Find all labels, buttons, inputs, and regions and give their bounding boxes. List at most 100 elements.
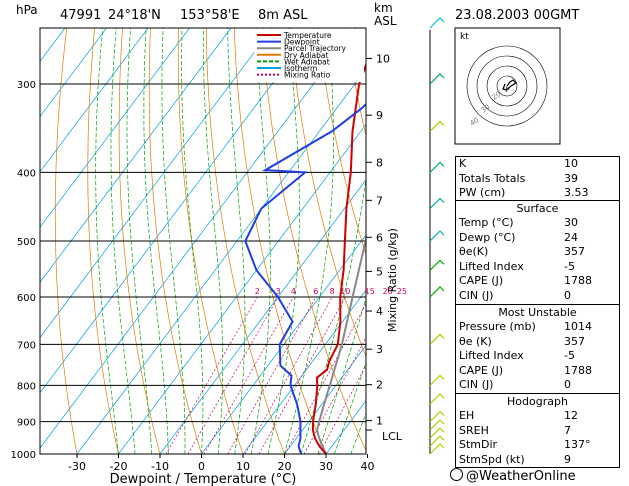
row-value: 1014 (564, 320, 592, 333)
row-value: 24 (564, 230, 578, 244)
dewpoint-line (244, 102, 366, 454)
datetime: 23.08.2003 00GMT (455, 8, 579, 23)
row-value: 0 (564, 288, 571, 302)
table-row: θe(K) 357 (456, 245, 619, 260)
station-lat: 24°18'N (108, 8, 161, 23)
brand-name: @WeatherOnline (466, 469, 576, 484)
row-value: 39 (564, 171, 578, 185)
row-value: 1788 (564, 363, 592, 377)
wind-barb (429, 419, 445, 431)
mixing-ratio-label: 20 (383, 287, 393, 296)
wet-adiabat-line (143, 28, 169, 454)
km-tick-label: 3 (376, 343, 383, 356)
x-tick-label: -30 (68, 460, 86, 473)
table-row: Pressure (mb) 1014 (456, 320, 619, 335)
row-value: 9 (564, 452, 571, 466)
legend-label: Isotherm (284, 64, 317, 73)
mixing-ratio-line (258, 296, 346, 454)
row-value: 3.53 (564, 186, 589, 200)
wind-barb (429, 259, 445, 271)
dry-adiabat-line (317, 28, 366, 256)
parcel-trajectory-line (315, 234, 366, 454)
wet-adiabat-line (181, 28, 204, 454)
table-row: StmDir 137° (456, 438, 619, 453)
row-label: StmSpd (kt) (459, 452, 525, 466)
wind-barb (429, 230, 445, 242)
x-tick-label: 40 (361, 460, 375, 473)
table-row: Lifted Index -5 (456, 349, 619, 364)
mixing-ratio-line (187, 296, 279, 454)
mixing-ratio-label: 3 (276, 287, 281, 296)
row-label: CAPE (J) (459, 274, 504, 288)
legend-label: Parcel Trajectory (284, 44, 346, 53)
row-value: 1788 (564, 274, 592, 288)
mixing-ratio-axis-label: Mixing Ratio (g/kg) (386, 228, 399, 332)
pressure-tick-label: 400 (17, 168, 36, 179)
wet-adiabat-line (333, 361, 366, 454)
x-tick-label: 0 (198, 460, 205, 473)
dry-adiabat-line (205, 28, 285, 454)
km-tick-label: 6 (376, 231, 383, 244)
x-tick-label: 20 (278, 460, 292, 473)
surface-table: Surface Temp (°C) 30 Dewp (°C) 24 θe(K) 357 Lif… (455, 200, 620, 305)
table-row: CIN (J) 0 (456, 289, 619, 304)
row-value: -5 (564, 259, 575, 273)
wind-barb (429, 73, 445, 85)
mixing-ratio-label: 4 (291, 287, 296, 296)
hodograph-ring (466, 45, 548, 127)
km-tick-label: 5 (376, 265, 383, 278)
wind-barb (429, 286, 445, 298)
plot-frame (39, 27, 367, 455)
row-value: 0 (564, 378, 571, 392)
wet-adiabat-line (95, 28, 119, 454)
isotherm-line (242, 289, 366, 454)
wind-barb (429, 443, 445, 455)
dry-adiabat-line (177, 28, 244, 454)
dry-adiabat-line (54, 28, 78, 454)
wind-barb (429, 427, 445, 439)
isotherm-line (40, 28, 190, 228)
km-tick-label: 7 (376, 194, 383, 207)
mixing-ratio-line (318, 364, 366, 454)
pressure-tick-label: 800 (17, 381, 36, 392)
wet-adiabat-line (202, 28, 224, 454)
km-tick-label: 9 (376, 109, 383, 122)
row-value: 10 (564, 157, 578, 170)
row-label: K (459, 157, 467, 170)
row-label: CIN (J) (459, 378, 494, 392)
mixing-ratio-line (227, 296, 317, 454)
wind-barb (429, 410, 445, 423)
mixing-ratio-line (203, 296, 294, 454)
mixing-ratio-label: 6 (313, 287, 318, 296)
hodograph-trace (502, 79, 517, 91)
km-tick-label: 4 (376, 305, 383, 318)
wind-barb (429, 393, 445, 405)
row-label: Temp (°C) (459, 216, 514, 229)
brand-footer: @WeatherOnline (450, 468, 576, 484)
row-label: Pressure (mb) (459, 320, 536, 333)
mixing-ratio-label: 2 (255, 287, 260, 296)
isotherm-line (40, 28, 149, 173)
wet-adiabat-line (267, 28, 300, 454)
legend-label: Dry Adiabat (284, 51, 328, 60)
km-tick-label: 10 (376, 52, 390, 65)
most-unstable-table: Most Unstable Pressure (mb) 1014 θe (K) 357 L… (455, 304, 620, 394)
row-value: 30 (564, 216, 578, 229)
row-label: θe(K) (459, 245, 489, 259)
pressure-tick-label: 1000 (11, 450, 36, 461)
hodograph-ring (476, 55, 538, 117)
lcl-label: LCL (382, 430, 403, 443)
legend-label: Dewpoint (284, 38, 320, 47)
table-row: CIN (J) 0 (456, 378, 619, 393)
row-value: 137° (564, 438, 591, 452)
hodograph-ring-label: 20 (491, 90, 503, 102)
table-row: Temp (°C) 30 (456, 216, 619, 231)
dry-adiabat-line (87, 28, 119, 454)
km-tick-label: 1 (376, 415, 383, 428)
station-id: 47991 (60, 8, 101, 23)
km-tick-label: 2 (376, 379, 383, 392)
hodograph-ring (496, 75, 518, 97)
row-label: Dewp (°C) (459, 230, 516, 244)
table-title: Hodograph (507, 395, 568, 408)
row-label: Totals Totals (459, 171, 526, 185)
